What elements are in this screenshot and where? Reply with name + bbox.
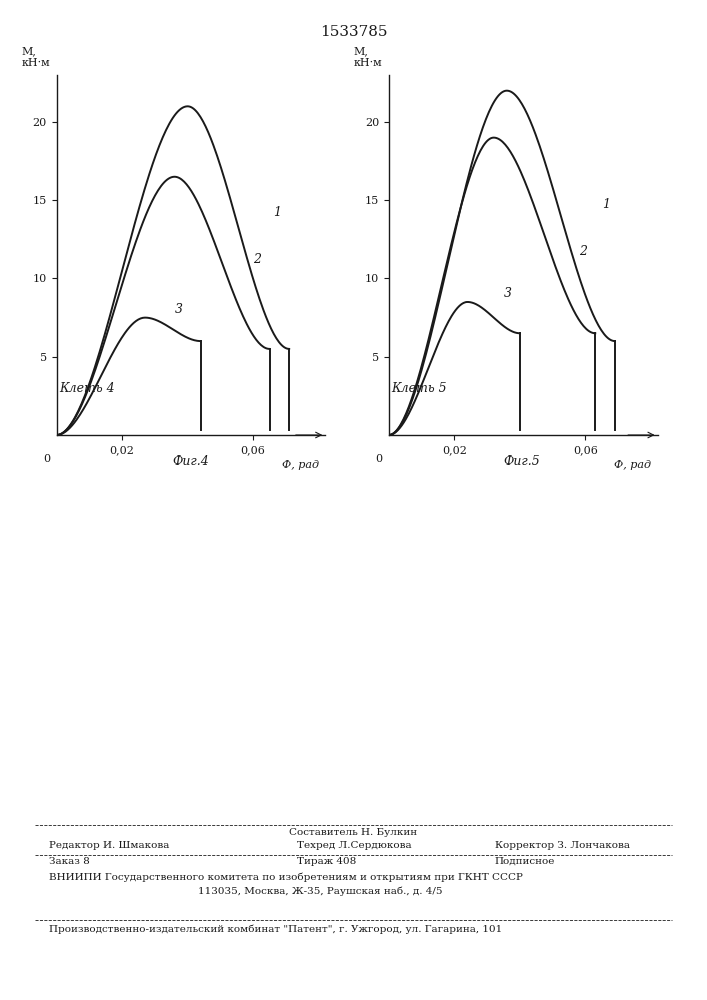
Text: Техред Л.Сердюкова: Техред Л.Сердюкова [297,841,411,850]
Text: Производственно-издательский комбинат "Патент", г. Ужгород, ул. Гагарина, 101: Производственно-издательский комбинат "П… [49,924,503,934]
Text: Редактор И. Шмакова: Редактор И. Шмакова [49,841,170,850]
Text: 1533785: 1533785 [320,25,387,39]
Text: Подписное: Подписное [495,857,555,866]
Text: Ф, рад: Ф, рад [614,460,650,470]
Text: ВНИИПИ Государственного комитета по изобретениям и открытиям при ГКНТ СССР: ВНИИПИ Государственного комитета по изоб… [49,872,523,882]
Text: Составитель Н. Булкин: Составитель Н. Булкин [289,828,418,837]
Text: Фиг.5: Фиг.5 [503,455,540,468]
Text: 3: 3 [175,303,182,316]
Text: 0: 0 [43,454,50,464]
Text: 1: 1 [602,198,610,211]
Text: Тираж 408: Тираж 408 [297,857,356,866]
Text: 2: 2 [579,245,587,258]
Text: Корректор З. Лончакова: Корректор З. Лончакова [495,841,630,850]
Text: 2: 2 [253,253,261,266]
Text: Ф, рад: Ф, рад [281,460,319,470]
Text: 3: 3 [503,287,512,300]
Text: 1: 1 [273,206,281,219]
Text: 113035, Москва, Ж-35, Раушская наб., д. 4/5: 113035, Москва, Ж-35, Раушская наб., д. … [198,886,443,896]
Text: Клеть 5: Клеть 5 [392,382,447,395]
Text: M,
кН·м: M, кН·м [22,46,50,68]
Text: M,
кН·м: M, кН·м [354,46,382,68]
Text: Заказ 8: Заказ 8 [49,857,90,866]
Text: Фиг.4: Фиг.4 [173,455,209,468]
Text: Клеть 4: Клеть 4 [59,382,115,395]
Text: 0: 0 [375,454,382,464]
